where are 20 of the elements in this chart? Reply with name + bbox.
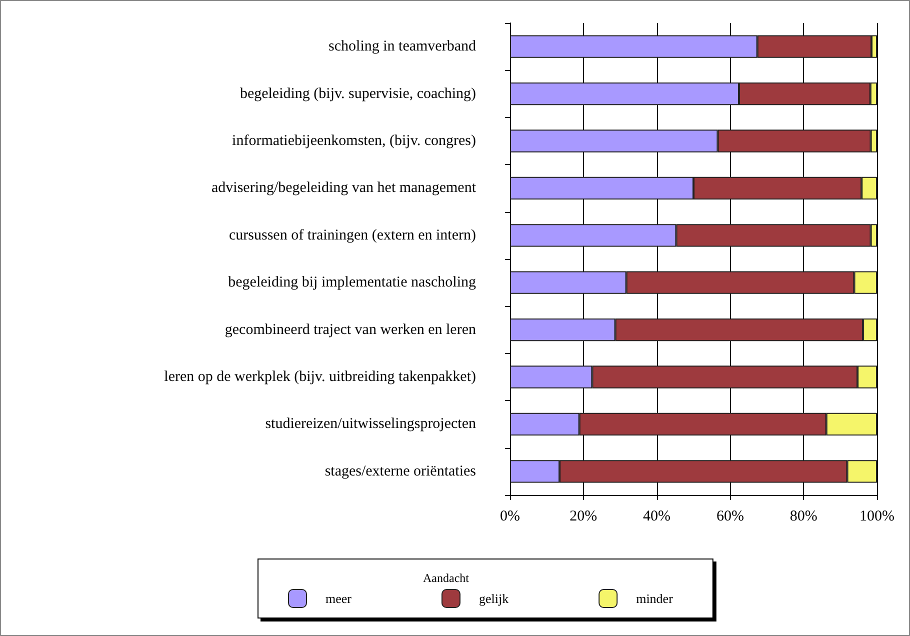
- y-tick-label: gecombineerd traject van werken en leren: [224, 322, 476, 338]
- x-tick-label: 60%: [716, 508, 744, 524]
- x-tick-label: 100%: [860, 508, 894, 524]
- y-tick-label: studiereizen/uitwisselingsprojecten: [265, 416, 476, 432]
- x-tick-label: 40%: [643, 508, 671, 524]
- y-tick-label: stages/externe oriëntaties: [324, 463, 476, 480]
- legend-label: gelijk: [478, 591, 510, 606]
- x-tick-label: 80%: [790, 508, 818, 524]
- legend-label: meer: [326, 591, 352, 606]
- legend-label: minder: [636, 591, 674, 606]
- y-tick-label: cursussen of trainingen (extern en intern): [229, 227, 476, 244]
- y-tick-label: leren op de werkplek (bijv. uitbreiding takenpakket): [164, 369, 476, 385]
- y-tick-label: advisering/begeleiding van het management: [212, 180, 477, 196]
- x-tick-label: 0%: [500, 508, 520, 524]
- y-tick-label: informatiebijeenkomsten, (bijv. congres): [232, 133, 476, 149]
- y-tick-label: begeleiding (bijv. supervisie, coaching): [240, 86, 476, 102]
- y-tick-label: begeleiding bij implementatie nascholing: [228, 274, 476, 291]
- y-tick-label: scholing in teamverband: [328, 38, 476, 55]
- x-tick-label: 20%: [570, 508, 598, 524]
- legend-title: Aandacht: [423, 571, 470, 585]
